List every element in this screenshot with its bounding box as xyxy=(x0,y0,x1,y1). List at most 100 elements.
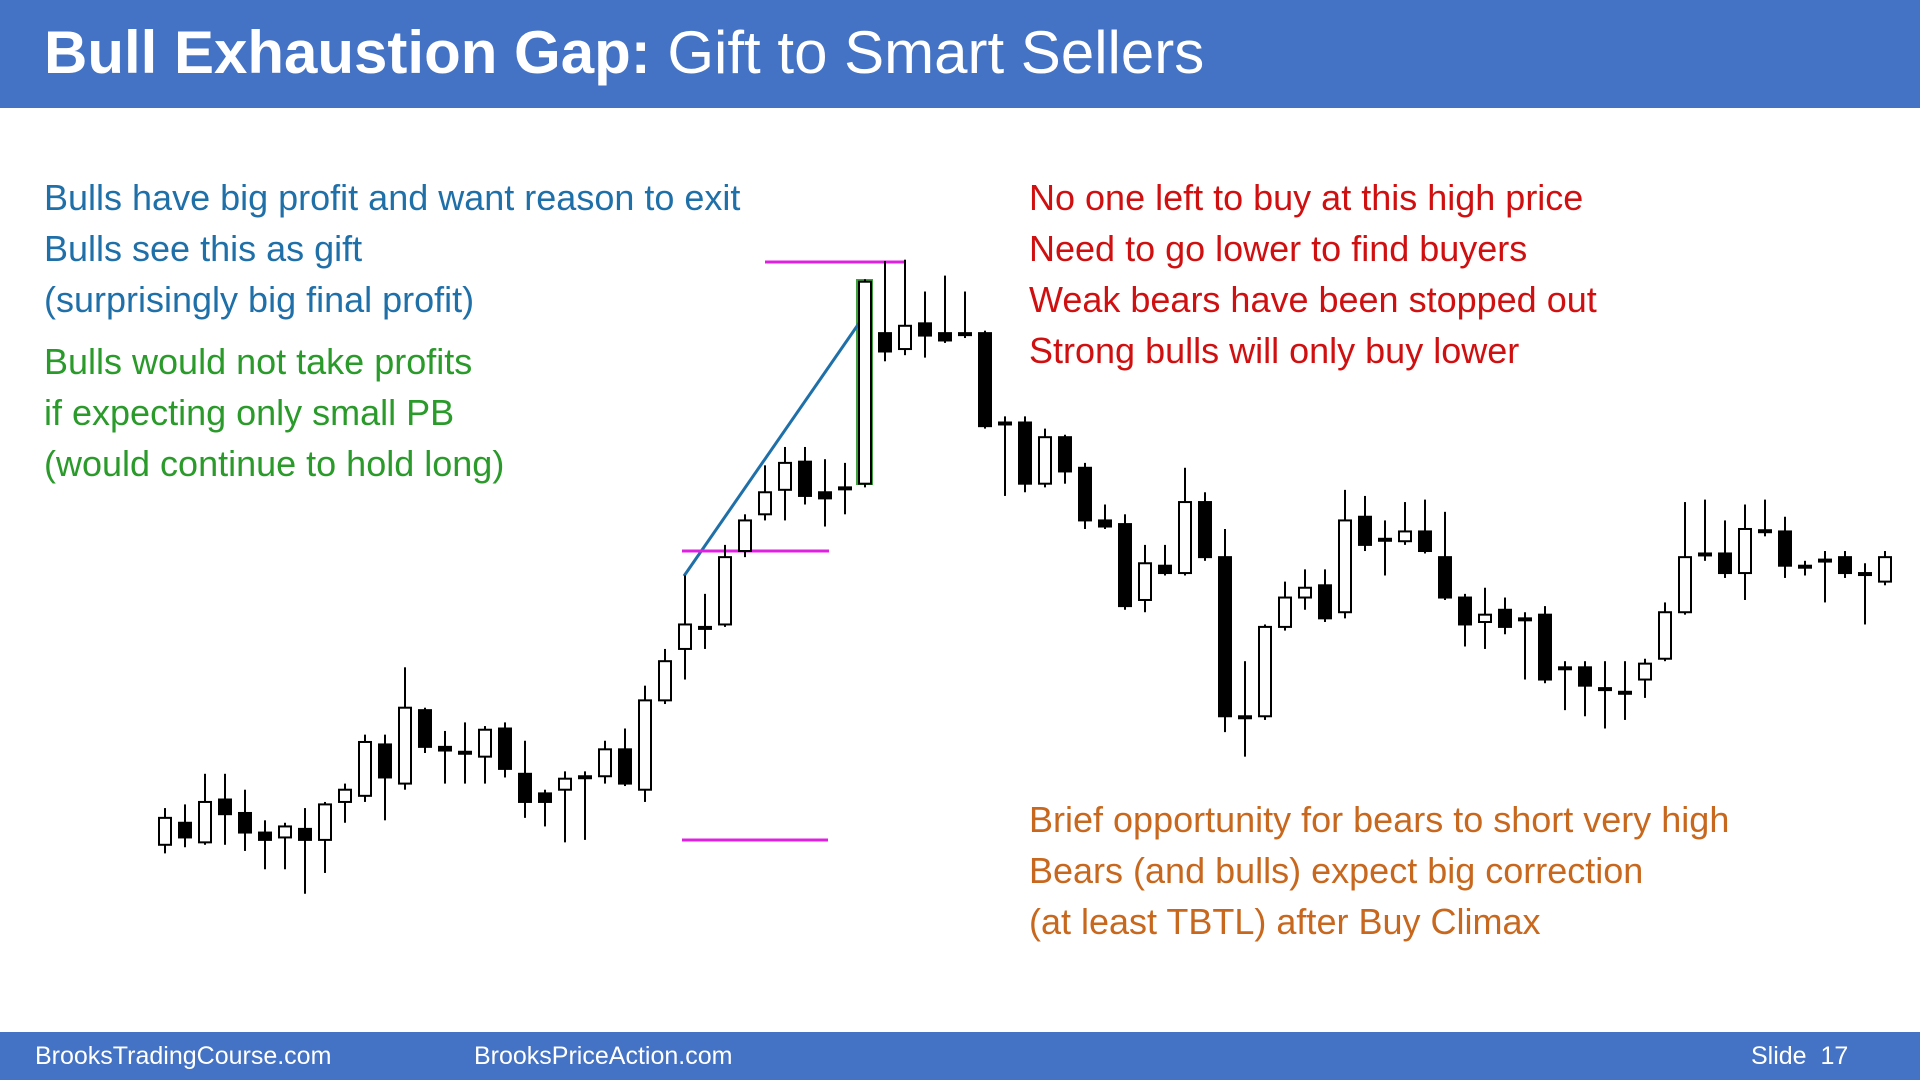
note-line: Bears (and bulls) expect big correction xyxy=(1029,850,1644,891)
candle-body xyxy=(1798,564,1812,569)
candle-body xyxy=(1458,596,1472,626)
note-line: Bulls would not take profits xyxy=(44,341,473,382)
candle-body xyxy=(238,811,252,834)
candle-body xyxy=(418,709,432,748)
note-line: if expecting only small PB xyxy=(44,392,455,433)
candle-body xyxy=(258,831,272,841)
candle-body xyxy=(958,332,972,337)
candle-body xyxy=(1358,515,1372,546)
candle-body xyxy=(858,280,872,485)
candle-body xyxy=(1578,666,1592,687)
note-line: (would continue to hold long) xyxy=(44,443,505,484)
footer: BrooksTradingCourse.com BrooksPriceActio… xyxy=(0,1032,1920,1080)
note-line: Weak bears have been stopped out xyxy=(1029,279,1597,320)
candle-body xyxy=(1538,613,1552,681)
candle-body xyxy=(518,772,532,803)
candle-body xyxy=(498,727,512,770)
note-orange: Brief opportunity for bears to short ver… xyxy=(1029,794,1729,947)
candle-body xyxy=(1478,613,1492,624)
candle-body xyxy=(998,421,1012,426)
note-line: Bulls have big profit and want reason to… xyxy=(44,177,741,218)
candle-body xyxy=(1718,552,1732,575)
candle-body xyxy=(398,706,412,785)
candle-body xyxy=(1378,537,1392,542)
candle-body xyxy=(778,461,792,491)
note-line: (surprisingly big final profit) xyxy=(44,279,475,320)
candle-body xyxy=(1038,436,1052,485)
candle-body xyxy=(758,491,772,516)
candle-body xyxy=(1858,572,1872,577)
candle-body xyxy=(478,728,492,758)
candle-body xyxy=(698,625,712,630)
candle-body xyxy=(1238,715,1252,720)
candle-body xyxy=(218,798,232,816)
candle-body xyxy=(798,460,812,497)
candle-body xyxy=(1278,596,1292,628)
trend-line xyxy=(682,315,866,577)
candle-body xyxy=(1778,530,1792,567)
note-line: Brief opportunity for bears to short ver… xyxy=(1029,799,1730,840)
candle-body xyxy=(1518,617,1532,622)
candle-body xyxy=(818,491,832,500)
note-green: Bulls would not take profits if expectin… xyxy=(44,336,504,489)
candle-body xyxy=(898,324,912,351)
candle-body xyxy=(738,519,752,553)
header: Bull Exhaustion Gap: Gift to Smart Selle… xyxy=(0,0,1920,108)
candle-body xyxy=(1318,584,1332,620)
candle-body xyxy=(598,748,612,778)
title-rest: Gift to Smart Sellers xyxy=(667,19,1205,86)
note-red: No one left to buy at this high price Ne… xyxy=(1029,172,1597,376)
candle-body xyxy=(1738,527,1752,575)
candle-body xyxy=(1158,564,1172,575)
candle-body xyxy=(1678,556,1692,614)
candle-body xyxy=(1438,556,1452,599)
candle-body xyxy=(658,660,672,702)
candle-body xyxy=(298,827,312,841)
note-blue: Bulls have big profit and want reason to… xyxy=(44,172,740,325)
candle-body xyxy=(1838,556,1852,575)
title: Bull Exhaustion Gap: Gift to Smart Selle… xyxy=(44,18,1204,87)
candle-body xyxy=(938,332,952,342)
candle-body xyxy=(1178,501,1192,575)
candle-body xyxy=(1098,519,1112,528)
candle-body xyxy=(438,745,452,752)
candle-body xyxy=(1258,625,1272,718)
candle-body xyxy=(618,748,632,785)
candle-body xyxy=(1618,690,1632,695)
candle-body xyxy=(1118,523,1132,608)
candle-body xyxy=(1058,436,1072,473)
candle-body xyxy=(1638,662,1652,681)
candle-body xyxy=(558,777,572,791)
candle-body xyxy=(1818,558,1832,563)
candle-body xyxy=(1018,421,1032,485)
candle-body xyxy=(878,332,892,353)
candle-body xyxy=(1298,586,1312,599)
candle-body xyxy=(718,556,732,626)
candle-body xyxy=(318,803,332,841)
footer-center: BrooksPriceAction.com xyxy=(474,1042,733,1070)
candle-body xyxy=(378,743,392,779)
candle-body xyxy=(1758,529,1772,534)
candle-body xyxy=(458,750,472,755)
candle-body xyxy=(198,800,212,844)
candle-body xyxy=(1698,552,1712,557)
candle-body xyxy=(678,623,692,650)
candle-body xyxy=(538,792,552,803)
candle-body xyxy=(1498,608,1512,628)
note-line: (at least TBTL) after Buy Climax xyxy=(1029,901,1541,942)
candle-body xyxy=(358,740,372,797)
candle-body xyxy=(178,821,192,839)
candle-body xyxy=(1598,687,1612,692)
candle-body xyxy=(338,788,352,803)
candle-body xyxy=(1418,530,1432,553)
slide-number: Slide 17 xyxy=(1751,1042,1849,1070)
candle-body xyxy=(838,486,852,491)
candle-body xyxy=(638,699,652,791)
candle-body xyxy=(978,332,992,428)
candle-body xyxy=(1198,501,1212,559)
candle-body xyxy=(1138,562,1152,601)
note-line: Bulls see this as gift xyxy=(44,228,363,269)
candle-body xyxy=(278,825,292,839)
